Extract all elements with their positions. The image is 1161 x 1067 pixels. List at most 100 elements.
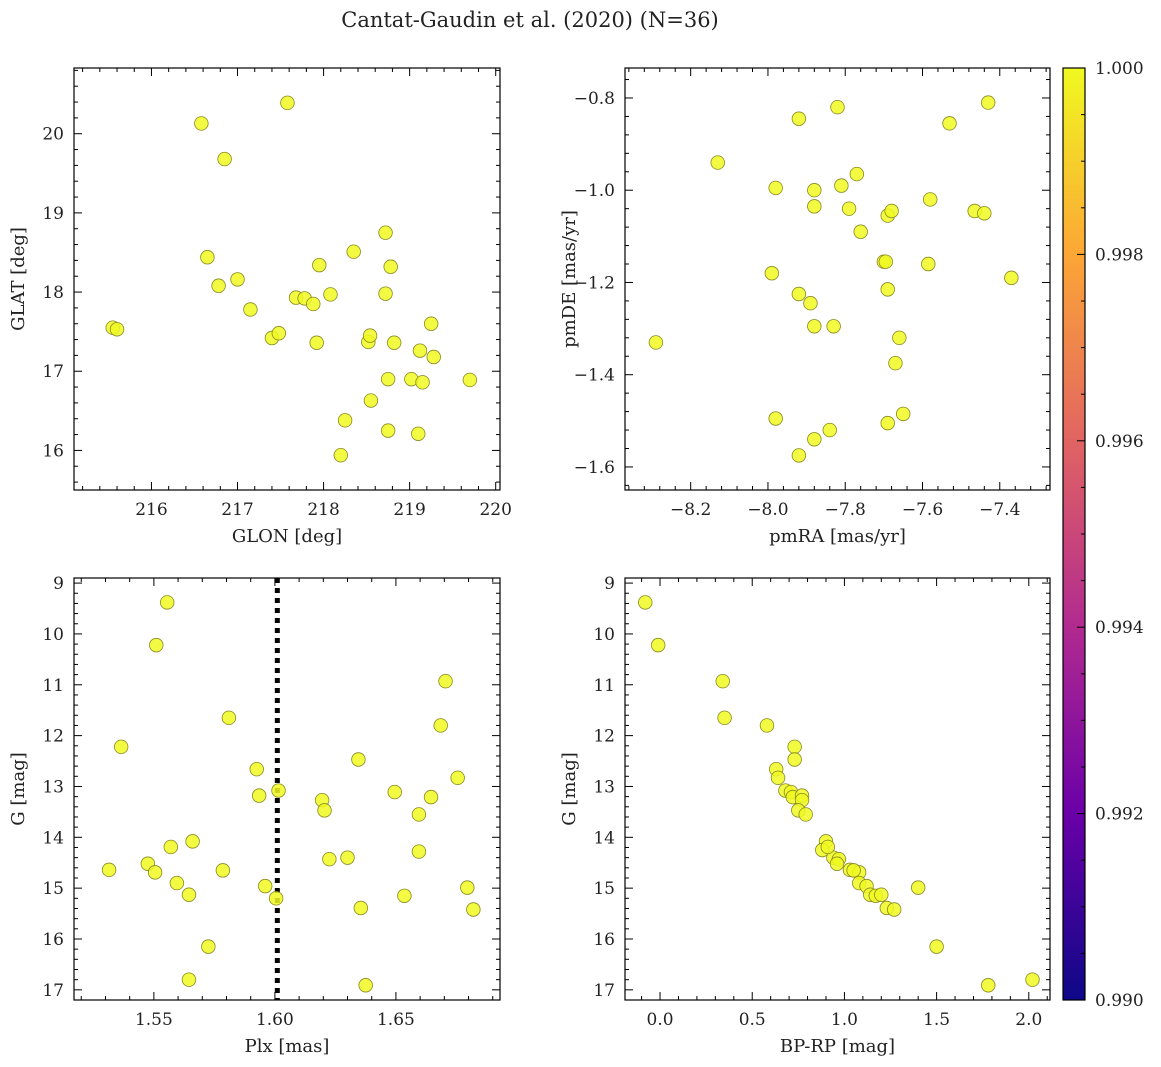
x-axis-label: pmRA [mas/yr]	[769, 526, 906, 547]
x-axis-label: GLON [deg]	[232, 526, 342, 547]
scatter-point	[258, 878, 273, 894]
scatter-point	[317, 803, 332, 818]
scatter-point	[426, 349, 441, 365]
scatter-point	[829, 856, 845, 871]
scatter-point	[830, 100, 845, 115]
axes-frame	[73, 67, 501, 491]
scatter-point	[791, 448, 807, 463]
y-tick-label: 18	[42, 283, 64, 303]
scatter-point	[306, 296, 321, 312]
scatter-point	[159, 595, 175, 610]
y-tick-label: −1.2	[574, 273, 615, 293]
scatter-point	[333, 447, 348, 463]
scatter-point	[791, 286, 807, 302]
scatter-point	[910, 880, 926, 895]
scatter-point	[841, 201, 857, 216]
colorbar-tick-label: 1.000	[1095, 59, 1144, 79]
x-tick-label: 0.0	[647, 1010, 674, 1030]
scatter-point	[874, 887, 889, 902]
axes-frame	[624, 67, 1051, 491]
scatter-point	[411, 844, 427, 859]
colorbar-tick-label: 0.998	[1095, 245, 1144, 265]
scatter-point	[895, 406, 911, 422]
scatter-point	[249, 761, 264, 777]
figure-title: Cantat-Gaudin et al. (2020) (N=36)	[341, 8, 719, 32]
y-tick-label: 16	[42, 441, 64, 461]
scatter-point	[411, 426, 426, 441]
scatter-point	[101, 862, 117, 878]
pmra-pmde-panel: −8.2 −8.0 −7.8 −7.6 −7.4 −1.6 −1.4 −1.2 −1.0 −0.8…	[559, 67, 1051, 547]
y-tick-label: 14	[42, 828, 64, 848]
x-tick-label: 219	[393, 500, 425, 520]
scatter-point	[351, 752, 366, 767]
scatter-point	[380, 371, 396, 387]
plx-g-panel: 1.55 1.60 1.65 9 10 11 12 13 14 15 16 17 Plx [mas] G …	[8, 574, 501, 1057]
y-tick-label: 11	[593, 676, 615, 696]
y-tick-label: −0.8	[574, 89, 615, 109]
scatter-point	[787, 752, 802, 767]
axes-frame	[624, 577, 1051, 1001]
bprp-g-panel: 0.0 0.5 1.0 1.5 2.0 9 10 11 12 13 14 15 16 17 BP-RP [m…	[559, 574, 1051, 1057]
x-tick-label: 0.5	[739, 1010, 766, 1030]
y-tick-label: 20	[42, 125, 64, 145]
scatter-point	[397, 888, 412, 903]
y-tick-label: 15	[593, 879, 615, 899]
scatter-point	[181, 972, 197, 987]
scatter-point	[888, 355, 903, 371]
scatter-point	[977, 206, 992, 221]
x-tick-label: 218	[307, 500, 339, 520]
scatter-point	[181, 887, 197, 902]
scatter-point	[822, 422, 837, 438]
scatter-point	[113, 739, 129, 755]
scatter-point	[415, 375, 430, 390]
scatter-point	[362, 328, 378, 343]
x-axis-label: BP-RP [mag]	[780, 1036, 895, 1057]
y-tick-label: 15	[42, 879, 64, 899]
x-tick-label: −7.8	[825, 500, 866, 520]
scatter-point	[230, 272, 245, 287]
scatter-point	[880, 415, 895, 431]
x-tick-label: 220	[479, 500, 511, 520]
scatter-point	[221, 710, 237, 726]
scatter-point	[929, 939, 944, 954]
x-tick-label: 1.65	[377, 1010, 415, 1030]
scatter-point	[312, 257, 327, 273]
scatter-point	[337, 413, 353, 428]
scatter-point	[411, 807, 427, 822]
y-tick-label: 17	[593, 981, 615, 1001]
x-tick-label: −7.4	[979, 500, 1020, 520]
y-tick-label: 14	[593, 828, 615, 848]
x-tick-label: 1.60	[256, 1010, 294, 1030]
scatter-point	[433, 718, 448, 733]
scatter-point	[807, 432, 822, 447]
y-tick-label: 9	[604, 574, 615, 594]
x-tick-label: 1.0	[831, 1010, 858, 1030]
scatter-point	[323, 287, 338, 302]
scatter-point	[243, 302, 258, 317]
y-axis-label: pmDE [mas/yr]	[559, 210, 580, 348]
scatter-point	[768, 411, 783, 426]
y-tick-label: 13	[593, 777, 615, 797]
scatter-point	[200, 250, 215, 265]
y-tick-label: 16	[593, 930, 615, 950]
scatter-point	[846, 863, 861, 878]
scatter-point	[387, 784, 402, 800]
scatter-point	[378, 225, 393, 240]
x-tick-label: 217	[221, 500, 253, 520]
y-axis-label: G [mag]	[559, 752, 580, 825]
y-tick-label: 9	[53, 574, 64, 594]
x-tick-label: 216	[135, 500, 167, 520]
scatter-point	[346, 244, 361, 259]
y-tick-label: 17	[42, 981, 64, 1001]
y-tick-label: 17	[42, 362, 64, 382]
scatter-point	[880, 282, 895, 297]
y-tick-label: 13	[42, 777, 64, 797]
scatter-point	[340, 850, 355, 865]
colorbar: 0.990 0.992 0.994 0.996 0.998 1.000	[1062, 59, 1144, 1011]
scatter-point	[386, 335, 402, 350]
scatter-point	[715, 674, 730, 689]
scatter-point	[710, 155, 725, 170]
colorbar-tick-label: 0.994	[1095, 618, 1144, 638]
scatter-point	[211, 278, 226, 293]
